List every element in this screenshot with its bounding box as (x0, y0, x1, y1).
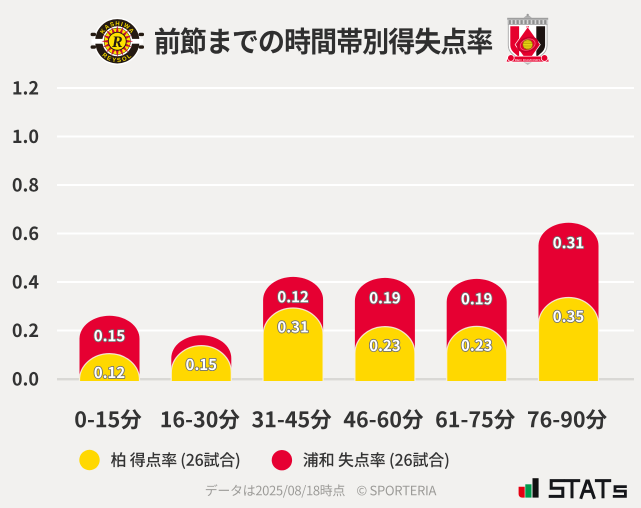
svg-text:RED DIAMONDS: RED DIAMONDS (515, 58, 541, 62)
svg-text:R: R (111, 34, 123, 51)
svg-text:REYSOL: REYSOL (101, 52, 134, 64)
